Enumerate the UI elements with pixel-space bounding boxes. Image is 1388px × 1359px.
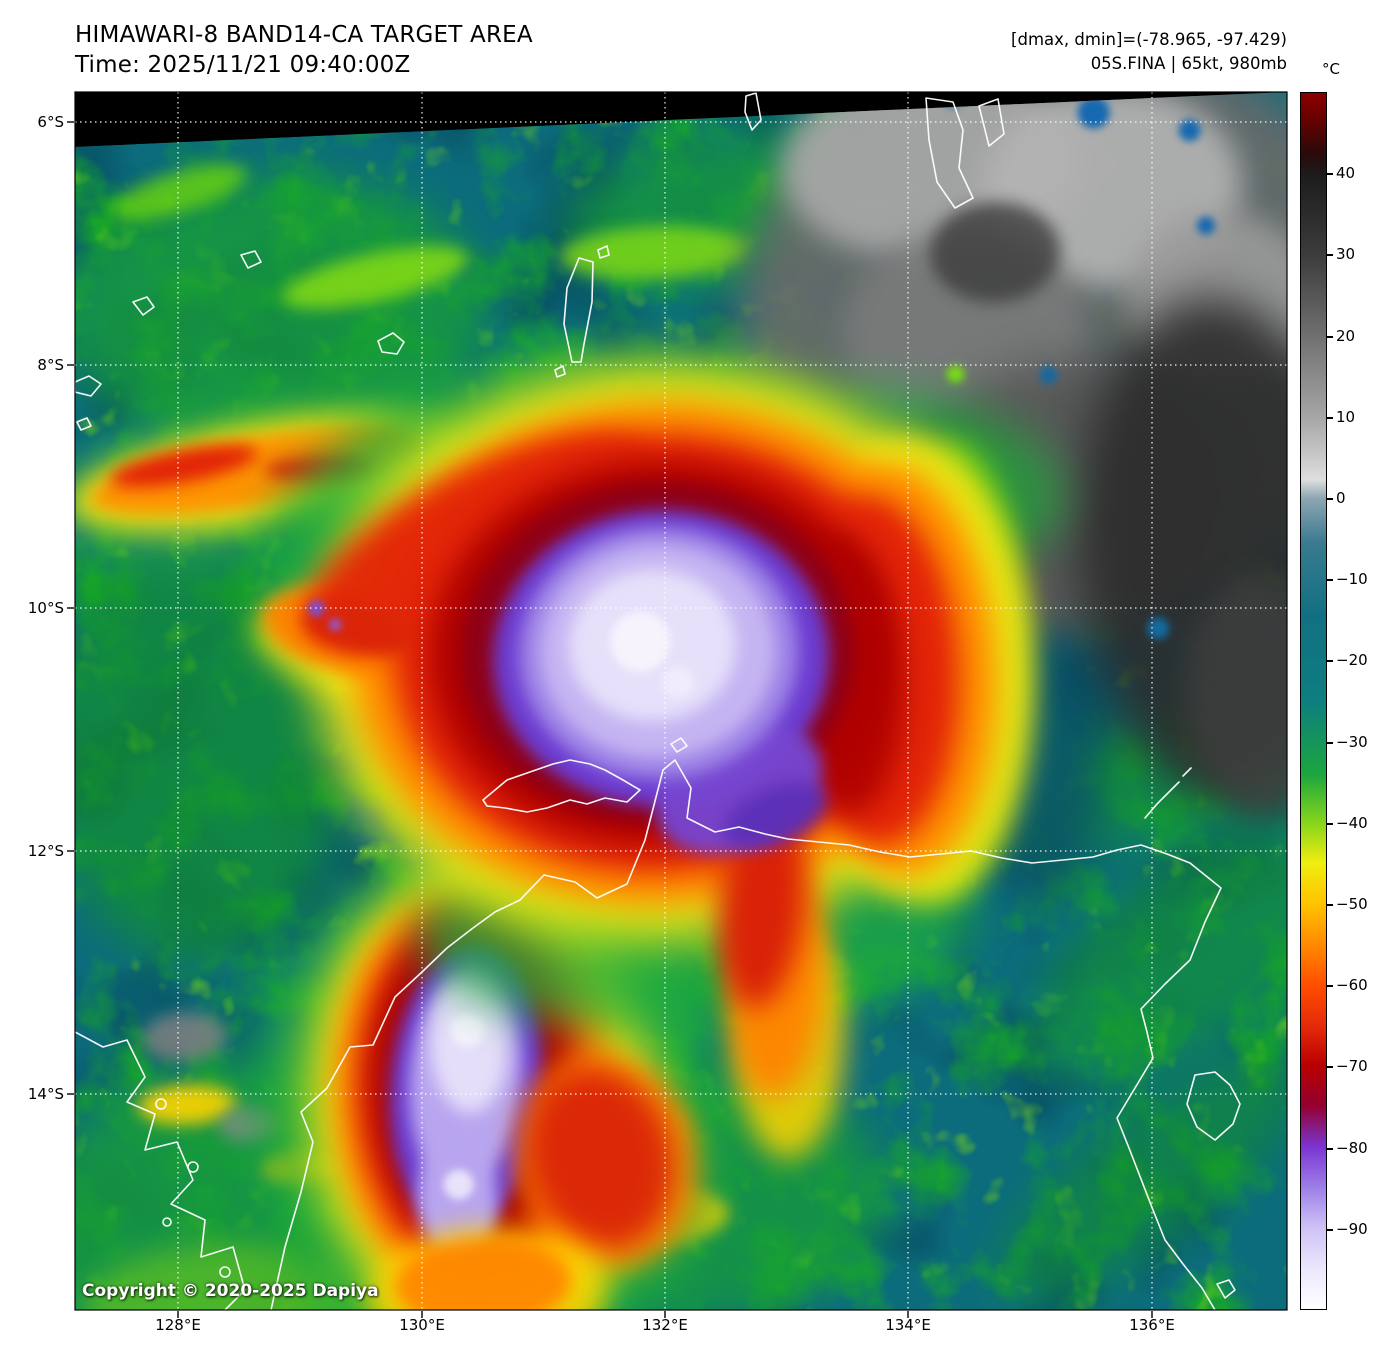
copyright-watermark: Copyright © 2020-2025 Dapiya (82, 1281, 379, 1301)
colorbar-tick-label: −20 (1327, 651, 1368, 669)
colorbar-tick-label: −70 (1327, 1057, 1368, 1075)
lon-tick-label: 136°E (1129, 1316, 1175, 1334)
lon-tick-label: 134°E (885, 1316, 931, 1334)
colorbar-unit: °C (1322, 60, 1340, 78)
graticule (75, 92, 1287, 1310)
plot-frame (74, 91, 1288, 1311)
extremes-annotation: [dmax, dmin]=(-78.965, -97.429) (1011, 30, 1287, 49)
colorbar-tick-label: −50 (1327, 895, 1368, 913)
colorbar-tick-label: −30 (1327, 733, 1368, 751)
lon-tick-label: 130°E (399, 1316, 445, 1334)
colorbar-tick-label: −90 (1327, 1220, 1368, 1238)
colorbar-tick-label: 0 (1327, 489, 1346, 507)
axis-tick-marks (67, 121, 1153, 1318)
lat-tick-label: 10°S (27, 599, 64, 617)
lat-tick-label: 8°S (37, 356, 64, 374)
lon-tick-label: 128°E (155, 1316, 201, 1334)
coastlines (75, 92, 1241, 1310)
lat-tick-label: 14°S (27, 1085, 64, 1103)
colorbar-tick-label: 10 (1326, 408, 1356, 426)
colorbar-tick-label: −10 (1327, 570, 1368, 588)
lon-tick-label: 132°E (642, 1316, 688, 1334)
timestamp: Time: 2025/11/21 09:40:00Z (75, 52, 411, 78)
colorbar-tick-label: 40 (1326, 164, 1356, 182)
lat-tick-label: 12°S (27, 842, 64, 860)
colorbar-tick-label: 30 (1326, 245, 1356, 263)
tropical-cyclone (253, 345, 1065, 1160)
colorbar-tick-label: 20 (1326, 327, 1356, 345)
colorbar-tick-label: −60 (1327, 976, 1368, 994)
lat-tick-label: 6°S (37, 113, 64, 131)
storm-annotation: 05S.FINA | 65kt, 980mb (1090, 54, 1287, 73)
chart-title: HIMAWARI-8 BAND14-CA TARGET AREA (75, 22, 533, 48)
colorbar-tick-label: −40 (1327, 814, 1368, 832)
colorbar (1300, 92, 1327, 1310)
colorbar-tick-label: −80 (1327, 1139, 1368, 1157)
